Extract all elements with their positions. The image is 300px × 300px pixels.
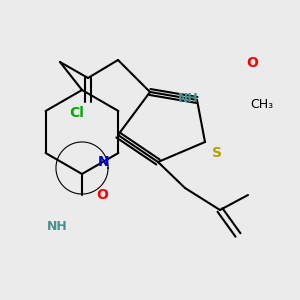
Text: S: S (212, 146, 222, 160)
Text: O: O (246, 56, 258, 70)
Text: O: O (96, 188, 108, 202)
Text: Cl: Cl (70, 106, 84, 120)
Text: NH: NH (178, 92, 198, 104)
Text: CH₃: CH₃ (250, 98, 274, 112)
Text: N: N (98, 155, 110, 169)
Text: NH: NH (46, 220, 68, 232)
